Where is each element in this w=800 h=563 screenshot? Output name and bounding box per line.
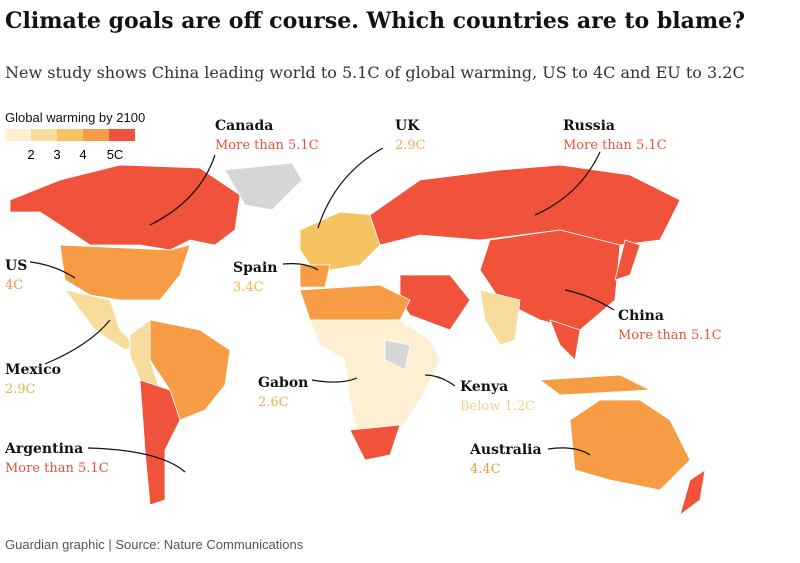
country-name: Russia [563, 118, 615, 134]
legend-tick: 5C [107, 147, 124, 162]
spain [299, 264, 331, 288]
leader-line [564, 289, 615, 311]
brazil [149, 319, 231, 421]
us [59, 244, 191, 301]
japan [614, 239, 641, 281]
leader-line [44, 319, 111, 365]
country-value: Below 1.2C [460, 399, 535, 414]
legend-title: Global warming by 2100 [5, 110, 145, 125]
country-value: 3.4C [233, 280, 264, 295]
country-value: More than 5.1C [563, 138, 667, 153]
country-value: 2.6C [258, 395, 289, 410]
southern-africa [349, 424, 401, 461]
leader-line [311, 377, 358, 383]
country-name: Spain [233, 260, 277, 276]
leader-line [282, 263, 319, 271]
country-value: More than 5.1C [618, 328, 722, 343]
country-name: UK [395, 118, 420, 134]
russia [369, 164, 681, 246]
legend-tick: 2 [27, 147, 34, 162]
swatch [5, 129, 31, 141]
country-name: Mexico [5, 362, 61, 378]
subtitle: New study shows China leading world to 5… [5, 63, 745, 82]
new-zealand [679, 469, 706, 517]
leader-line [87, 447, 186, 473]
country-name: Australia [469, 442, 542, 458]
no-data [384, 339, 411, 371]
country-value: 4C [5, 278, 23, 293]
leader-line [534, 151, 601, 216]
legend-tick: 3 [53, 147, 60, 162]
swatch [57, 129, 83, 141]
country-name: Gabon [258, 375, 308, 391]
swatch [83, 129, 109, 141]
swatch [109, 129, 135, 141]
swatch [31, 129, 57, 141]
indonesia [538, 374, 652, 396]
world-map [9, 162, 706, 517]
legend-swatches [5, 129, 135, 141]
footer: Guardian graphic | Source: Nature Commun… [5, 537, 304, 552]
country-value: 4.4C [470, 462, 501, 477]
country-value: More than 5.1C [215, 138, 319, 153]
leader-line [29, 261, 76, 279]
middle-east [399, 274, 471, 331]
country-value: 2.9C [395, 138, 426, 153]
leader-line [547, 447, 591, 456]
australia [569, 399, 691, 491]
country-name: Kenya [460, 379, 508, 395]
country-name: Canada [215, 118, 273, 134]
argentina-chile [139, 379, 181, 506]
country-name: China [618, 308, 664, 324]
leader-line [317, 147, 384, 229]
country-name: Argentina [4, 441, 83, 457]
leader-line [149, 154, 216, 226]
canada-alaska [9, 164, 241, 251]
leader-line [424, 374, 456, 387]
europe [299, 211, 381, 271]
southeast-asia [549, 319, 581, 361]
leader-lines [29, 147, 615, 473]
legend-tick: 4 [79, 147, 86, 162]
country-name: US [5, 258, 27, 274]
india [479, 289, 521, 346]
country-labels: Canada More than 5.1C UK 2.9C Russia More tha… [4, 118, 722, 477]
north-africa [299, 284, 411, 321]
title: Climate goals are off course. Which coun… [5, 8, 745, 34]
country-value: 2.9C [5, 382, 36, 397]
country-value: More than 5.1C [5, 461, 109, 476]
greenland [224, 162, 303, 211]
